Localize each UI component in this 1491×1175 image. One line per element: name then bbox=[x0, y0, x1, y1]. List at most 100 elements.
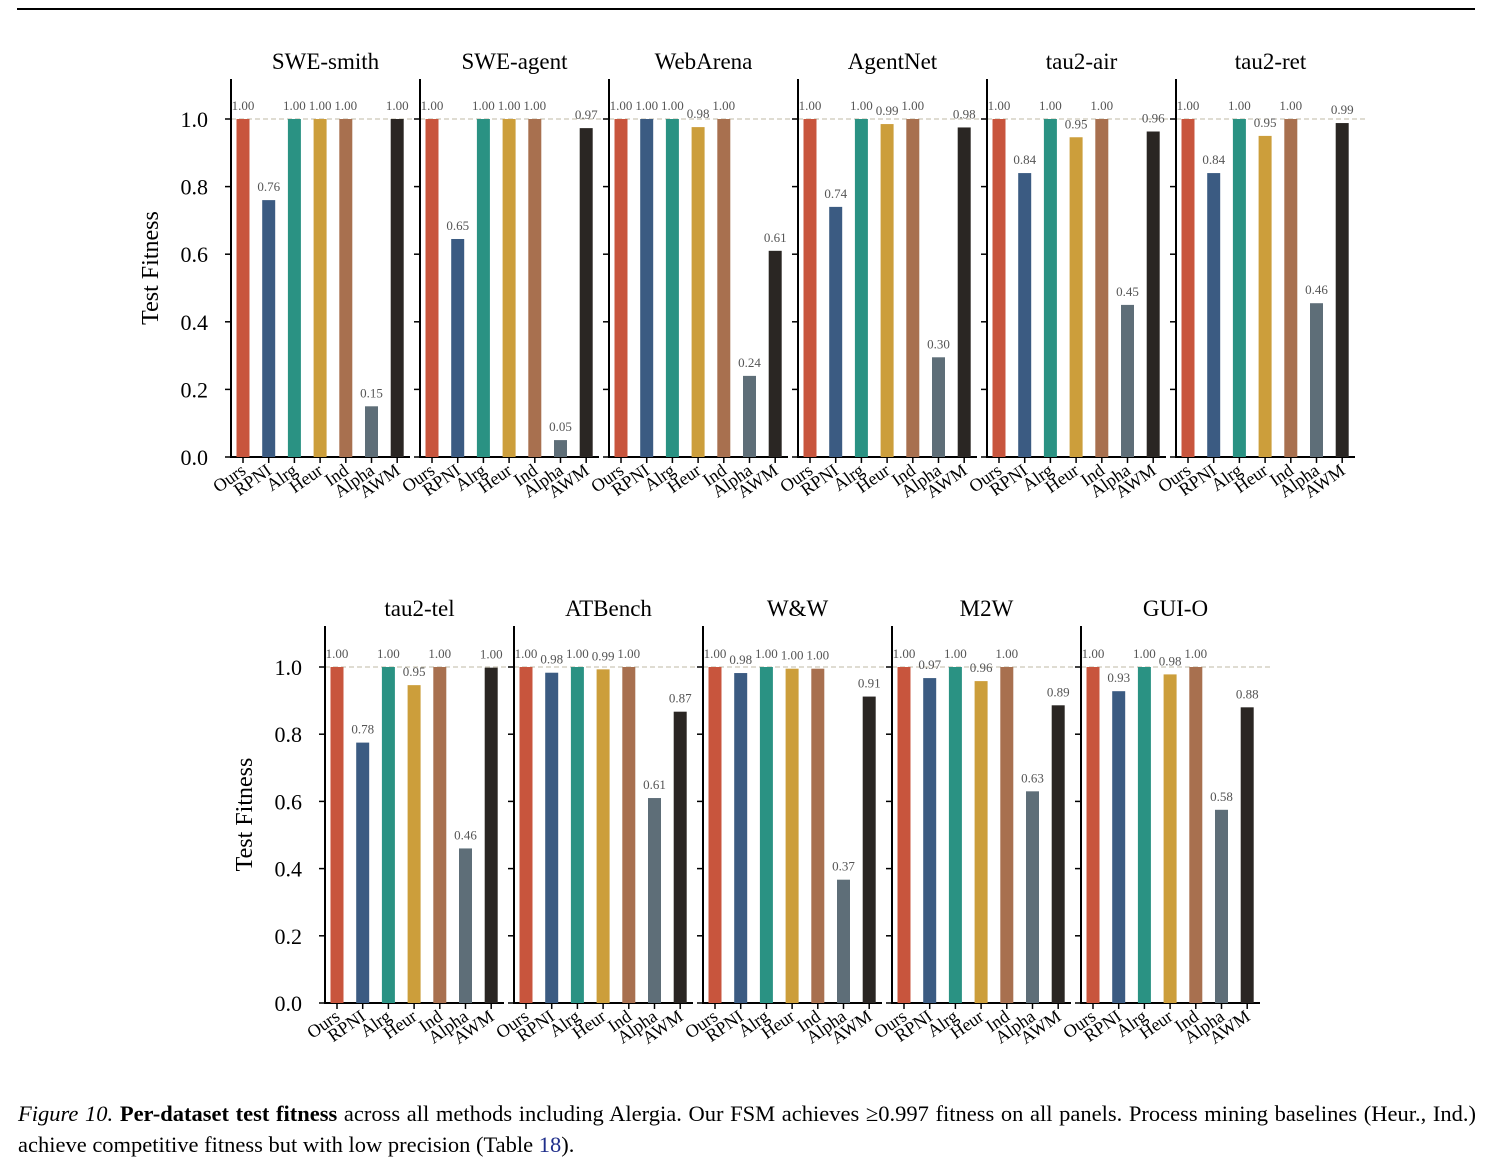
bar-value-label: 0.61 bbox=[643, 777, 666, 792]
bar-value-label: 0.98 bbox=[953, 106, 976, 121]
bar-heur bbox=[1258, 135, 1272, 457]
bar-heur bbox=[1163, 674, 1177, 1003]
bar-value-label: 1.00 bbox=[1082, 646, 1105, 661]
bar-rpni bbox=[640, 119, 654, 457]
bar-value-label: 1.00 bbox=[1177, 98, 1200, 113]
bar-value-label: 1.00 bbox=[755, 646, 778, 661]
y-tick-label: 1.0 bbox=[181, 107, 209, 132]
bar-value-label: 1.00 bbox=[617, 646, 640, 661]
bar-value-label: 1.00 bbox=[988, 98, 1011, 113]
panel-title: AgentNet bbox=[848, 49, 938, 74]
bar-value-label: 1.00 bbox=[1133, 646, 1156, 661]
bar-alrg bbox=[1137, 667, 1151, 1003]
bar-alrg bbox=[381, 667, 395, 1003]
caption-bold: Per-dataset test fitness bbox=[119, 1101, 338, 1126]
bar-value-label: 1.00 bbox=[661, 98, 684, 113]
bar-alpha bbox=[648, 798, 661, 1003]
bar-value-label: 0.89 bbox=[1047, 684, 1070, 699]
bar-value-label: 1.00 bbox=[995, 646, 1018, 661]
bar-ours bbox=[897, 667, 911, 1003]
panel-title: W&W bbox=[767, 596, 829, 621]
y-tick-label: 0.8 bbox=[181, 175, 209, 200]
bar-value-label: 0.37 bbox=[832, 859, 855, 874]
panel-title: M2W bbox=[960, 596, 1014, 621]
bar-alrg bbox=[759, 667, 773, 1003]
bar-alpha bbox=[837, 879, 850, 1003]
bar-value-label: 1.00 bbox=[893, 646, 916, 661]
bar-awm bbox=[1240, 707, 1254, 1003]
bar-alrg bbox=[1232, 119, 1246, 457]
panel-title: ATBench bbox=[565, 596, 652, 621]
bar-value-label: 1.00 bbox=[309, 98, 332, 113]
y-axis-label: Test Fitness bbox=[138, 211, 164, 325]
bar-ind bbox=[811, 668, 825, 1003]
bar-awm bbox=[673, 711, 687, 1003]
y-tick-label: 0.6 bbox=[181, 242, 209, 267]
bar-value-label: 1.00 bbox=[326, 646, 349, 661]
bar-value-label: 1.00 bbox=[799, 98, 822, 113]
bar-value-label: 0.95 bbox=[1065, 116, 1088, 131]
bar-heur bbox=[502, 119, 516, 457]
bar-rpni bbox=[1018, 173, 1032, 457]
bar-ours bbox=[236, 119, 250, 457]
bar-rpni bbox=[734, 673, 748, 1003]
bar-alpha bbox=[459, 848, 472, 1003]
bar-heur bbox=[596, 669, 610, 1003]
bar-value-label: 0.65 bbox=[446, 218, 469, 233]
bar-heur bbox=[974, 681, 988, 1003]
bar-value-label: 0.63 bbox=[1021, 770, 1044, 785]
bar-value-label: 1.00 bbox=[1279, 98, 1302, 113]
bar-value-label: 1.00 bbox=[515, 646, 538, 661]
bar-value-label: 1.00 bbox=[498, 98, 521, 113]
bar-alrg bbox=[476, 119, 490, 457]
bar-ours bbox=[992, 119, 1006, 457]
bar-value-label: 0.96 bbox=[970, 660, 993, 675]
bar-awm bbox=[957, 127, 971, 457]
bar-value-label: 0.24 bbox=[738, 355, 761, 370]
caption-table-link[interactable]: 18 bbox=[538, 1132, 562, 1157]
bar-value-label: 1.00 bbox=[566, 646, 589, 661]
bar-ours bbox=[425, 119, 439, 457]
y-tick-label: 0.4 bbox=[181, 310, 209, 335]
bar-alrg bbox=[570, 667, 584, 1003]
bar-value-label: 0.87 bbox=[669, 691, 692, 706]
top-rule bbox=[17, 8, 1475, 10]
bar-ours bbox=[1181, 119, 1195, 457]
bar-alpha bbox=[554, 440, 567, 457]
bar-heur bbox=[880, 124, 894, 457]
bar-ind bbox=[528, 119, 542, 457]
bar-ours bbox=[519, 667, 533, 1003]
bar-ours bbox=[1086, 667, 1100, 1003]
bar-value-label: 0.58 bbox=[1210, 789, 1233, 804]
bar-value-label: 0.46 bbox=[1305, 282, 1328, 297]
bar-alrg bbox=[665, 119, 679, 457]
caption-text: across all methods including Alergia. Ou… bbox=[18, 1101, 1477, 1157]
bar-awm bbox=[1146, 131, 1160, 458]
bar-value-label: 1.00 bbox=[232, 98, 255, 113]
bar-ind bbox=[1284, 119, 1298, 457]
bar-awm bbox=[862, 696, 876, 1003]
caption-label: Figure 10. bbox=[18, 1101, 114, 1126]
bar-value-label: 1.00 bbox=[421, 98, 444, 113]
bar-value-label: 0.95 bbox=[403, 664, 426, 679]
bar-awm bbox=[484, 667, 498, 1003]
panel-title: tau2-air bbox=[1046, 49, 1118, 74]
bar-alpha bbox=[1026, 791, 1039, 1003]
panel-title: tau2-tel bbox=[384, 596, 454, 621]
bar-value-label: 0.98 bbox=[540, 652, 563, 667]
bar-value-label: 0.99 bbox=[876, 103, 899, 118]
bar-alpha bbox=[1310, 303, 1323, 457]
y-tick-label: 0.4 bbox=[275, 857, 303, 882]
bar-value-label: 0.98 bbox=[1159, 653, 1182, 668]
bar-value-label: 0.74 bbox=[824, 186, 847, 201]
bar-value-label: 1.00 bbox=[712, 98, 735, 113]
bar-value-label: 1.00 bbox=[1184, 646, 1207, 661]
bar-rpni bbox=[923, 678, 937, 1003]
bar-value-label: 1.00 bbox=[806, 648, 829, 663]
bar-value-label: 0.30 bbox=[927, 336, 950, 351]
bar-value-label: 1.00 bbox=[704, 646, 727, 661]
y-axis-label: Test Fitness bbox=[232, 758, 258, 872]
bar-value-label: 1.00 bbox=[1228, 98, 1251, 113]
bar-value-label: 1.00 bbox=[377, 646, 400, 661]
bar-heur bbox=[785, 668, 799, 1003]
